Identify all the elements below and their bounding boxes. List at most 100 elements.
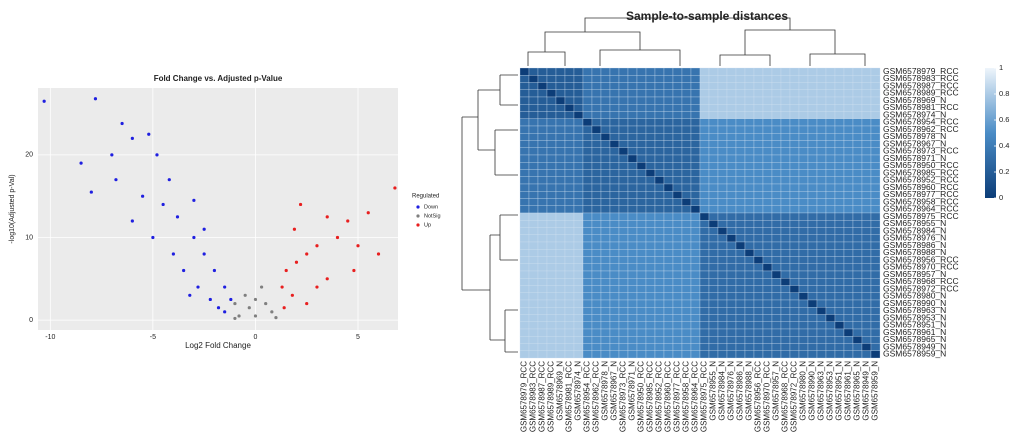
heatmap-cell <box>528 82 539 90</box>
y-axis-label: -log10(Adjusted p-Val) <box>9 174 16 243</box>
heatmap-cell <box>555 285 566 293</box>
heatmap-cell <box>600 328 611 337</box>
heatmap-cell <box>816 104 827 112</box>
heatmap-cell <box>681 307 692 315</box>
heatmap-cell <box>645 270 656 279</box>
row-label: GSM6578959_N <box>883 349 946 359</box>
heatmap-cell <box>627 314 638 322</box>
heatmap-cell <box>537 140 548 148</box>
heatmap-cell <box>636 278 647 286</box>
heatmap-cell <box>546 350 557 359</box>
heatmap-cell <box>627 350 638 359</box>
row-label: GSM6578978_N <box>883 131 946 141</box>
heatmap-cell <box>555 328 566 337</box>
heatmap-cell <box>726 263 737 272</box>
heatmap-cell <box>843 104 854 112</box>
heatmap-cell <box>663 270 674 279</box>
heatmap-cell <box>627 169 638 177</box>
heatmap-cell <box>780 67 791 76</box>
heatmap-cell <box>834 169 845 177</box>
heatmap-cell <box>870 89 881 98</box>
heatmap-cell <box>564 212 575 221</box>
row-label: GSM6578953_N <box>883 312 946 322</box>
heatmap-cell <box>699 212 710 221</box>
heatmap-cell <box>861 125 872 134</box>
heatmap-cell <box>627 256 638 264</box>
heatmap-cell <box>771 82 782 90</box>
column-label: GSM6578985_RCC <box>646 361 655 432</box>
heatmap-cell <box>564 307 575 315</box>
heatmap-cell <box>789 263 800 272</box>
heatmap-cell <box>546 292 557 301</box>
heatmap-cell <box>564 118 575 127</box>
heatmap-cell <box>537 220 548 228</box>
point <box>290 293 294 297</box>
column-label: GSM6578957_N <box>772 361 781 421</box>
heatmap-cell <box>726 343 737 351</box>
legend-label: Down <box>424 204 438 210</box>
heatmap-cell <box>618 183 629 192</box>
heatmap-cell <box>753 82 764 90</box>
heatmap-cell <box>861 314 872 322</box>
heatmap-cell <box>762 183 773 192</box>
y-tick-label: 0 <box>29 317 33 324</box>
heatmap-cell <box>825 292 836 301</box>
heatmap-cell <box>762 241 773 250</box>
heatmap-cell <box>762 321 773 330</box>
heatmap-cell <box>708 104 719 112</box>
point <box>93 97 98 101</box>
heatmap-cell <box>582 336 593 344</box>
heatmap-cell <box>870 125 881 134</box>
heatmap-cell <box>744 307 755 315</box>
heatmap-cell <box>834 336 845 344</box>
heatmap-cell <box>843 227 854 235</box>
heatmap-cell <box>798 234 809 243</box>
point <box>192 198 196 202</box>
heatmap-cell <box>564 133 575 141</box>
heatmap-cell <box>582 169 593 177</box>
heatmap-cell <box>708 125 719 134</box>
heatmap-cell <box>753 227 764 235</box>
heatmap-cell <box>744 96 755 105</box>
heatmap-cell <box>780 205 791 214</box>
heatmap-cell <box>663 299 674 308</box>
heatmap-cell <box>573 125 584 134</box>
point <box>356 244 360 248</box>
heatmap-cell <box>717 241 728 250</box>
heatmap-cell <box>618 307 629 315</box>
heatmap-cell <box>663 234 674 243</box>
heatmap-cell <box>708 162 719 170</box>
heatmap-cell <box>798 220 809 228</box>
heatmap-cell <box>807 162 818 170</box>
heatmap-cell <box>564 154 575 163</box>
heatmap-cell <box>609 299 620 308</box>
heatmap-cell <box>573 133 584 141</box>
heatmap-cell <box>870 299 881 308</box>
column-dendrogram <box>527 17 866 66</box>
heatmap-cell <box>537 162 548 170</box>
heatmap-cell <box>816 234 827 243</box>
heatmap-cell <box>609 67 620 76</box>
heatmap-cell <box>798 263 809 272</box>
heatmap-cell <box>798 336 809 344</box>
heatmap-cell <box>654 321 665 330</box>
heatmap-cell <box>825 140 836 148</box>
heatmap-cell <box>681 169 692 177</box>
row-label: GSM6578968_RCC <box>883 276 959 286</box>
heatmap-cell <box>780 270 791 279</box>
heatmap-cell <box>717 198 728 206</box>
heatmap-cell <box>762 350 773 359</box>
heatmap-cell <box>618 256 629 264</box>
heatmap-cell <box>717 104 728 112</box>
heatmap-cell <box>852 183 863 192</box>
heatmap-cell <box>708 227 719 235</box>
heatmap-cell <box>564 191 575 199</box>
heatmap-cell <box>852 133 863 141</box>
heatmap-cell <box>852 241 863 250</box>
heatmap-cell <box>825 75 836 83</box>
heatmap-cell <box>798 140 809 148</box>
heatmap-cell <box>555 314 566 322</box>
point <box>294 260 299 264</box>
heatmap-cell <box>825 212 836 221</box>
heatmap-cell <box>636 241 647 250</box>
